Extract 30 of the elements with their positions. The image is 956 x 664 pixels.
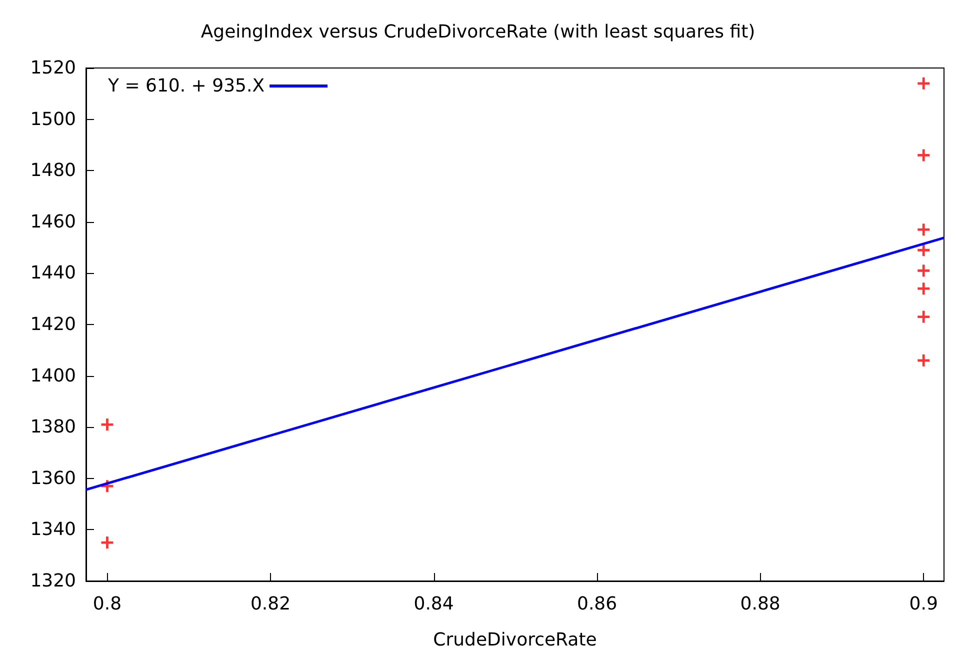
y-tick-label: 1380 <box>30 416 76 438</box>
x-tick-label: 0.86 <box>577 594 618 614</box>
x-tick-label: 0.84 <box>414 594 454 614</box>
x-axis-title: CrudeDivorceRate <box>433 630 597 650</box>
chart-title: AgeingIndex versus CrudeDivorceRate (with least squares fit) <box>200 22 756 42</box>
point <box>918 354 930 366</box>
point <box>918 282 930 295</box>
y-tick-label: 1520 <box>30 58 76 78</box>
point <box>918 149 930 162</box>
legend-label: Y = 610. + 935.X <box>106 76 265 96</box>
y-tick-label: 1320 <box>30 570 76 592</box>
x-tick-label: 0.9 <box>909 594 938 614</box>
y-tick-label: 1460 <box>30 211 76 232</box>
y-tick-label: 1440 <box>30 262 76 284</box>
y-tick-label: 1500 <box>30 108 76 130</box>
y-tick-label: 1480 <box>30 160 76 182</box>
y-tick-label: 1360 <box>30 468 76 489</box>
point <box>918 310 930 323</box>
x-tick-label: 0.8 <box>92 594 122 614</box>
point <box>918 244 930 256</box>
x-tick-label: 0.88 <box>740 594 780 614</box>
y-tick-label: 1420 <box>30 314 76 335</box>
point <box>918 224 930 236</box>
point <box>101 536 114 549</box>
x-tick-label: 0.82 <box>250 594 291 614</box>
point <box>101 418 114 431</box>
point <box>918 264 930 277</box>
y-tick-label: 1400 <box>30 365 76 386</box>
point <box>918 77 930 90</box>
y-tick-label: 1340 <box>30 519 76 540</box>
